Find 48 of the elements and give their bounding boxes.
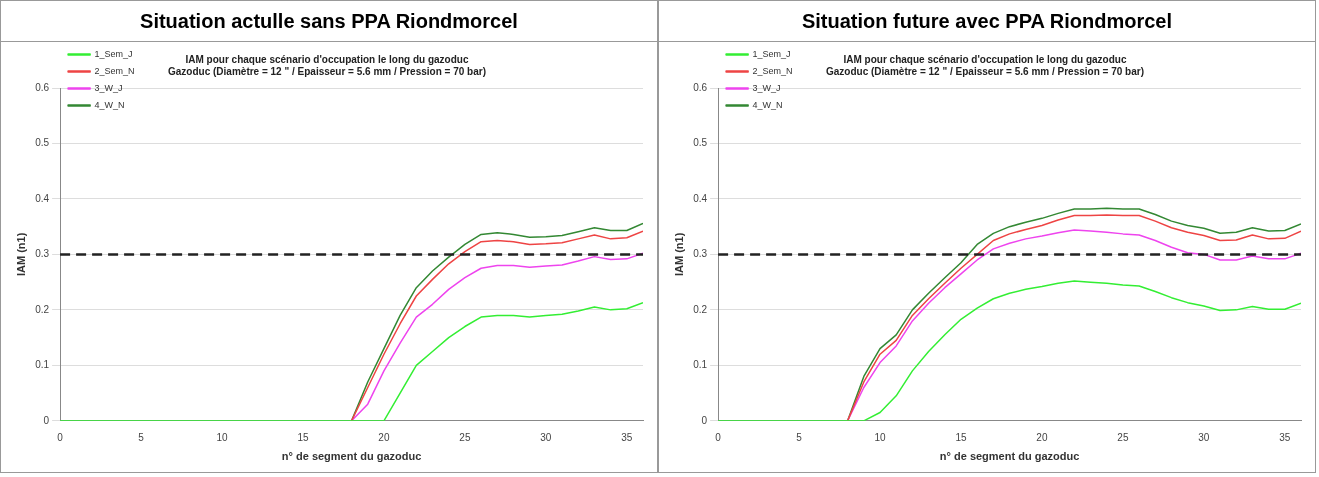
legend-label: 3_W_J xyxy=(94,82,123,93)
x-axis-title: n° de segment du gazoduc xyxy=(939,450,1080,463)
y-tick-label: 0.5 xyxy=(693,137,708,149)
chart-subtitle: IAM pour chaque scénario d'occupation le long du gazoduc xyxy=(843,53,1127,65)
x-tick-label: 30 xyxy=(1198,431,1210,443)
chart-title: Situation future avec PPA Riondmorcel xyxy=(659,1,1315,42)
y-axis-title: IAM (n1) xyxy=(672,232,685,277)
legend-label: 1_Sem_J xyxy=(94,48,133,59)
legend-label: 1_Sem_J xyxy=(752,48,791,59)
x-tick-label: 15 xyxy=(297,431,309,443)
legend-label: 4_W_N xyxy=(94,99,125,110)
y-tick-label: 0.1 xyxy=(693,359,708,371)
x-tick-label: 0 xyxy=(57,431,64,443)
x-tick-label: 10 xyxy=(216,431,229,443)
y-axis-title: IAM (n1) xyxy=(14,232,27,277)
x-tick-label: 35 xyxy=(621,431,633,443)
y-tick-label: 0 xyxy=(701,414,708,426)
x-tick-label: 15 xyxy=(955,431,967,443)
x-tick-label: 10 xyxy=(874,431,887,443)
legend-label: 3_W_J xyxy=(752,82,781,93)
y-tick-label: 0.2 xyxy=(35,303,50,315)
y-tick-label: 0.3 xyxy=(35,248,50,260)
y-tick-label: 0.3 xyxy=(693,248,708,260)
chart-subtitle: IAM pour chaque scénario d'occupation le long du gazoduc xyxy=(185,53,469,65)
x-tick-label: 20 xyxy=(1036,431,1048,443)
y-tick-label: 0.4 xyxy=(693,192,708,204)
x-tick-label: 20 xyxy=(378,431,390,443)
chart-title: Situation actulle sans PPA Riondmorcel xyxy=(1,1,657,42)
legend-label: 2_Sem_N xyxy=(94,65,135,76)
x-tick-label: 30 xyxy=(540,431,552,443)
y-tick-label: 0.6 xyxy=(35,81,50,93)
x-axis-title: n° de segment du gazoduc xyxy=(281,450,422,463)
x-tick-label: 5 xyxy=(796,431,803,443)
text: Gazoduc (Diamètre = 12 " / Epaisseur = 5.6 mm / Pression = 70 bar) xyxy=(168,65,486,77)
x-tick-label: 25 xyxy=(459,431,471,443)
x-tick-label: 35 xyxy=(1279,431,1291,443)
x-tick-label: 25 xyxy=(1117,431,1129,443)
y-tick-label: 0.4 xyxy=(35,192,50,204)
x-tick-label: 0 xyxy=(715,431,722,443)
legend-label: 4_W_N xyxy=(752,99,783,110)
legend-label: 2_Sem_N xyxy=(752,65,793,76)
y-tick-label: 0.1 xyxy=(35,359,50,371)
y-tick-label: 0.6 xyxy=(693,81,708,93)
y-tick-label: 0.2 xyxy=(693,303,708,315)
y-tick-label: 0.5 xyxy=(35,137,50,149)
x-tick-label: 5 xyxy=(138,431,145,443)
text: Gazoduc (Diamètre = 12 " / Epaisseur = 5.6 mm / Pression = 70 bar) xyxy=(826,65,1144,77)
y-tick-label: 0 xyxy=(43,414,50,426)
